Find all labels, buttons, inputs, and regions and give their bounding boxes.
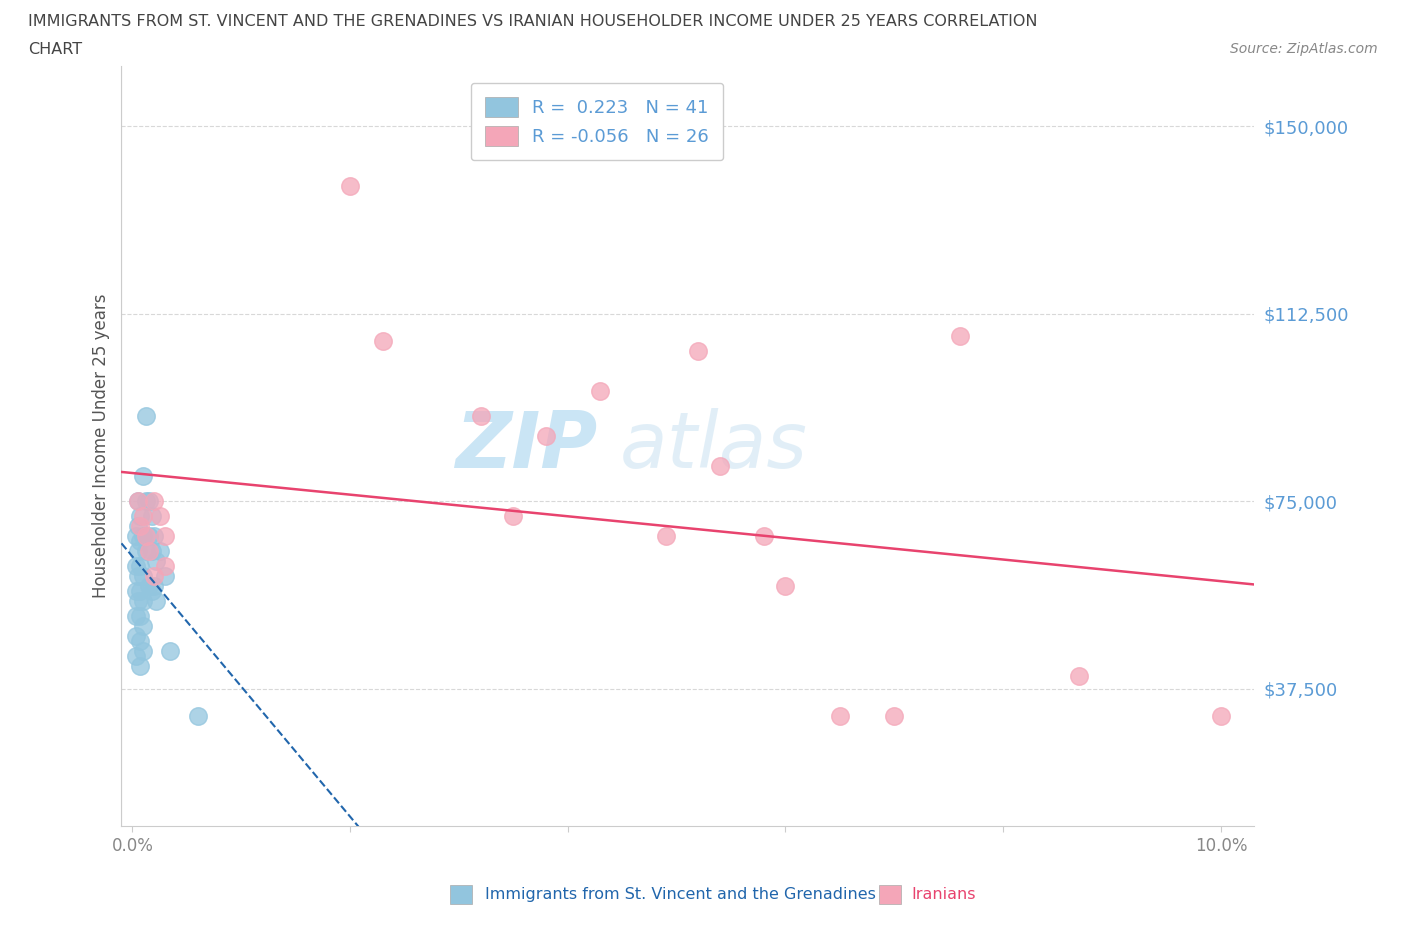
Point — [129, 658, 152, 673]
Text: atlas: atlas — [620, 408, 807, 485]
Point — [132, 569, 155, 584]
Point — [124, 629, 146, 644]
Point — [127, 494, 149, 509]
Point — [153, 569, 176, 584]
Point — [655, 528, 678, 543]
Point — [138, 544, 160, 559]
Text: Immigrants from St. Vincent and the Grenadines: Immigrants from St. Vincent and the Gren… — [485, 887, 876, 902]
Text: ZIP: ZIP — [454, 408, 598, 485]
Point — [138, 578, 160, 593]
Text: IMMIGRANTS FROM ST. VINCENT AND THE GRENADINES VS IRANIAN HOUSEHOLDER INCOME UND: IMMIGRANTS FROM ST. VINCENT AND THE GREN… — [28, 14, 1038, 29]
Point — [709, 458, 731, 473]
Point — [470, 408, 492, 423]
Point — [138, 494, 160, 509]
Point — [148, 509, 170, 524]
Point — [127, 519, 149, 534]
Point — [132, 593, 155, 608]
Point — [143, 569, 166, 584]
Point — [752, 528, 775, 543]
Text: CHART: CHART — [28, 42, 82, 57]
Point — [124, 528, 146, 543]
Point — [187, 709, 209, 724]
Point — [141, 509, 163, 524]
Text: Iranians: Iranians — [911, 887, 976, 902]
Point — [129, 534, 152, 549]
Point — [141, 544, 163, 559]
Point — [883, 709, 905, 724]
Point — [138, 528, 160, 543]
Point — [127, 593, 149, 608]
Point — [371, 334, 394, 349]
Point — [135, 494, 157, 509]
Point — [339, 179, 361, 193]
Point — [143, 528, 166, 543]
Point — [141, 584, 163, 599]
Point — [132, 618, 155, 633]
Point — [129, 519, 152, 534]
Point — [143, 494, 166, 509]
Point — [129, 559, 152, 574]
Point — [135, 544, 157, 559]
Point — [1209, 709, 1232, 724]
Legend: R =  0.223   N = 41, R = -0.056   N = 26: R = 0.223 N = 41, R = -0.056 N = 26 — [471, 83, 723, 161]
Point — [534, 429, 557, 444]
Text: Source: ZipAtlas.com: Source: ZipAtlas.com — [1230, 42, 1378, 56]
Point — [124, 649, 146, 664]
Point — [129, 609, 152, 624]
Point — [145, 553, 167, 568]
Point — [132, 509, 155, 524]
Point — [127, 494, 149, 509]
Point — [129, 509, 152, 524]
Point — [145, 593, 167, 608]
Point — [127, 544, 149, 559]
Point — [143, 578, 166, 593]
Point — [132, 469, 155, 484]
Point — [589, 384, 612, 399]
Point — [153, 559, 176, 574]
Y-axis label: Householder Income Under 25 years: Householder Income Under 25 years — [93, 294, 110, 598]
Point — [124, 609, 146, 624]
Point — [688, 344, 710, 359]
Point — [129, 633, 152, 648]
Point — [828, 709, 851, 724]
Point — [502, 509, 524, 524]
Point — [775, 578, 797, 593]
Point — [148, 544, 170, 559]
Point — [127, 569, 149, 584]
Point — [124, 559, 146, 574]
Point — [135, 408, 157, 423]
Point — [132, 644, 155, 658]
Point — [135, 528, 157, 543]
Point — [159, 644, 181, 658]
Point — [1069, 669, 1091, 684]
Point — [153, 528, 176, 543]
Point — [949, 328, 972, 343]
Point — [129, 584, 152, 599]
Point — [124, 584, 146, 599]
Point — [132, 528, 155, 543]
